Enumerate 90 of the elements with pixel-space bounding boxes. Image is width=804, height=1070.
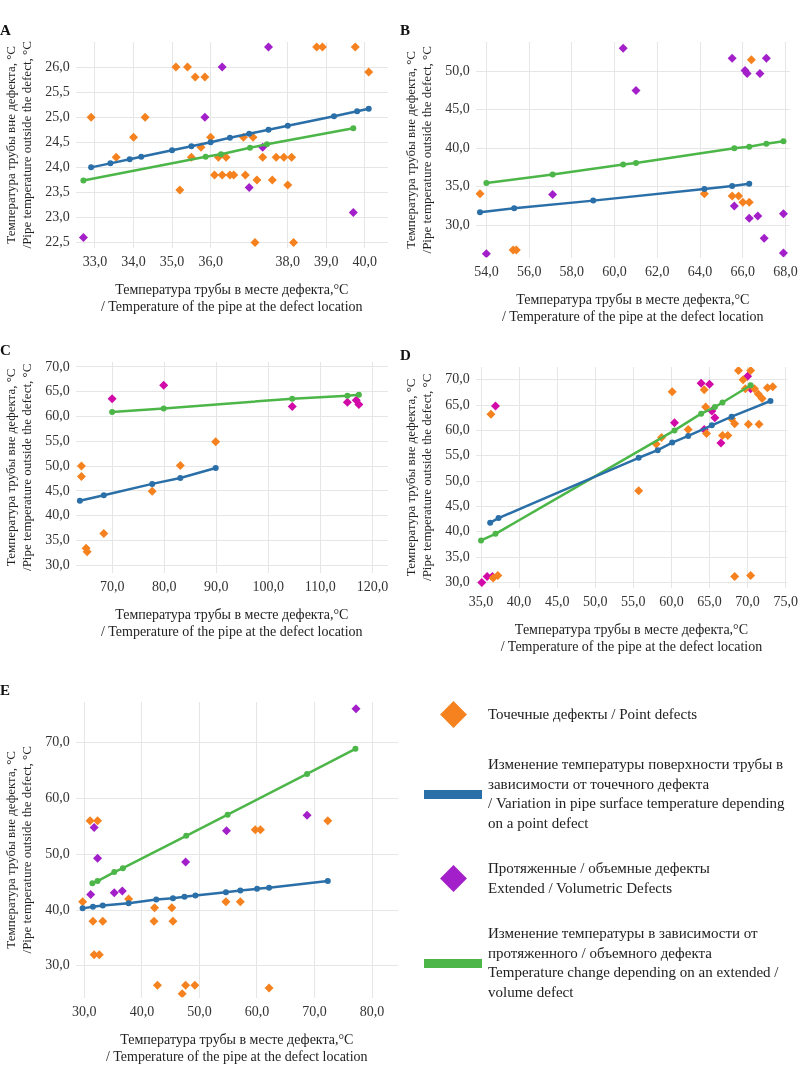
x-tick-label: 39,0 xyxy=(314,253,339,269)
chart-title: D xyxy=(400,346,411,363)
chart-title: E xyxy=(0,681,11,698)
y-tick-label: 26,0 xyxy=(45,58,70,74)
y-axis-title: Температура трубы вне дефекта, °C /Pipe temperature outside the defect, °C xyxy=(3,41,34,249)
y-tick-label: 55,0 xyxy=(45,432,70,448)
chart-title: C xyxy=(0,341,11,358)
y-tick-label: 35,0 xyxy=(445,178,470,194)
x-axis-title: Температура трубы в месте дефекта,°C / Temperature of the pipe at the defect location xyxy=(101,607,363,640)
y-tick-label: 60,0 xyxy=(45,408,70,424)
y-tick-label: 50,0 xyxy=(445,472,470,488)
legend-label: Точечные дефекты / Point defects xyxy=(488,704,698,724)
y-tick-label: 25,5 xyxy=(45,83,70,99)
x-tick-label: 33,0 xyxy=(82,253,108,269)
y-tick-label: 65,0 xyxy=(445,396,470,412)
x-tick-label: 110,0 xyxy=(304,578,336,594)
x-tick-label: 34,0 xyxy=(121,253,146,269)
x-axis-title: Температура трубы в месте дефекта,°C / Temperature of the pipe at the defect location xyxy=(502,292,764,325)
y-tick-label: 70,0 xyxy=(45,358,70,374)
x-tick-label: 100,0 xyxy=(252,578,285,594)
y-tick-label: 60,0 xyxy=(445,422,470,438)
y-tick-label: 35,0 xyxy=(45,532,70,548)
x-tick-label: 80,0 xyxy=(151,578,177,594)
y-tick-label: 24,5 xyxy=(45,133,70,149)
y-tick-label: 50,0 xyxy=(45,845,70,861)
x-tick-label: 30,0 xyxy=(72,1003,97,1019)
x-tick-label: 58,0 xyxy=(559,263,585,279)
x-tick-label: 64,0 xyxy=(687,263,713,279)
x-tick-label: 90,0 xyxy=(203,578,229,594)
x-axis-title: Температура трубы в месте дефекта,°C / Temperature of the pipe at the defect location xyxy=(106,1032,368,1065)
x-tick-label: 36,0 xyxy=(198,253,223,269)
x-tick-label: 54,0 xyxy=(474,263,499,279)
y-tick-label: 30,0 xyxy=(45,957,70,973)
x-tick-label: 40,0 xyxy=(352,253,378,269)
y-tick-label: 23,0 xyxy=(45,209,70,225)
y-axis-title: Температура трубы вне дефекта, °C /Pipe temperature outside the defect, °C xyxy=(3,746,34,954)
y-tick-label: 50,0 xyxy=(445,62,470,78)
x-tick-label: 120,0 xyxy=(356,578,389,594)
legend-label: Изменение температуры в зависимости от протяженного / объемного дефекта Temperature change depending on an extended / volume defect xyxy=(488,924,780,1002)
y-tick-label: 45,0 xyxy=(445,498,470,514)
y-axis-title: Температура трубы вне дефекта, °C /Pipe temperature outside the defect, °C xyxy=(403,46,434,254)
y-axis-title: Температура трубы вне дефекта, °C /Pipe temperature outside the defect, °C xyxy=(403,373,434,581)
legend-label: Протяженные / объемные дефекты Extended / Volumetric Defects xyxy=(488,859,710,898)
y-tick-label: 30,0 xyxy=(445,216,470,232)
y-tick-label: 40,0 xyxy=(45,507,70,523)
x-tick-label: 60,0 xyxy=(244,1003,270,1019)
y-tick-label: 45,0 xyxy=(45,482,70,498)
y-tick-label: 40,0 xyxy=(445,139,470,155)
x-tick-label: 75,0 xyxy=(773,593,798,609)
x-tick-label: 60,0 xyxy=(659,593,684,609)
y-tick-label: 35,0 xyxy=(445,548,470,564)
x-tick-label: 70,0 xyxy=(99,578,125,594)
y-tick-label: 22,5 xyxy=(45,234,70,250)
x-axis-title: Температура трубы в месте дефекта,°C / Temperature of the pipe at the defect location xyxy=(101,282,363,315)
x-tick-label: 45,0 xyxy=(544,593,570,609)
y-tick-label: 25,0 xyxy=(45,108,70,124)
x-tick-label: 66,0 xyxy=(730,263,756,279)
y-tick-label: 70,0 xyxy=(445,371,470,387)
y-tick-label: 60,0 xyxy=(45,790,70,806)
x-tick-label: 35,0 xyxy=(159,253,185,269)
x-tick-label: 55,0 xyxy=(621,593,646,609)
x-axis-title: Температура трубы в месте дефекта,°C / Temperature of the pipe at the defect location xyxy=(500,622,763,655)
y-tick-label: 23,5 xyxy=(45,184,70,200)
x-tick-label: 56,0 xyxy=(516,263,542,279)
y-tick-label: 50,0 xyxy=(45,457,70,473)
y-tick-label: 45,0 xyxy=(445,101,470,117)
y-tick-label: 24,0 xyxy=(45,159,70,175)
y-tick-label: 70,0 xyxy=(45,734,70,750)
x-tick-label: 62,0 xyxy=(645,263,670,279)
x-tick-label: 68,0 xyxy=(773,263,798,279)
y-tick-label: 55,0 xyxy=(445,447,470,463)
chart-title: B xyxy=(400,21,411,38)
y-tick-label: 40,0 xyxy=(445,523,470,539)
y-tick-label: 65,0 xyxy=(45,383,70,399)
x-tick-label: 60,0 xyxy=(602,263,627,279)
x-tick-label: 50,0 xyxy=(583,593,608,609)
x-tick-label: 40,0 xyxy=(129,1003,155,1019)
x-tick-label: 38,0 xyxy=(275,253,301,269)
y-axis-title: Температура трубы вне дефекта, °C /Pipe temperature outside the defect, °C xyxy=(3,363,34,571)
x-tick-label: 80,0 xyxy=(359,1003,385,1019)
chart-title: A xyxy=(0,21,11,38)
x-tick-label: 70,0 xyxy=(735,593,760,609)
x-tick-label: 35,0 xyxy=(468,593,494,609)
x-tick-label: 40,0 xyxy=(506,593,532,609)
y-tick-label: 30,0 xyxy=(45,556,70,572)
x-tick-label: 50,0 xyxy=(187,1003,212,1019)
legend-label: Изменение температуры поверхности трубы в зависимости от точечного дефекта / Variation in pipe surface temperature depending on a point defect xyxy=(488,755,786,833)
x-tick-label: 70,0 xyxy=(302,1003,327,1019)
x-tick-label: 65,0 xyxy=(697,593,722,609)
y-tick-label: 40,0 xyxy=(45,901,70,917)
